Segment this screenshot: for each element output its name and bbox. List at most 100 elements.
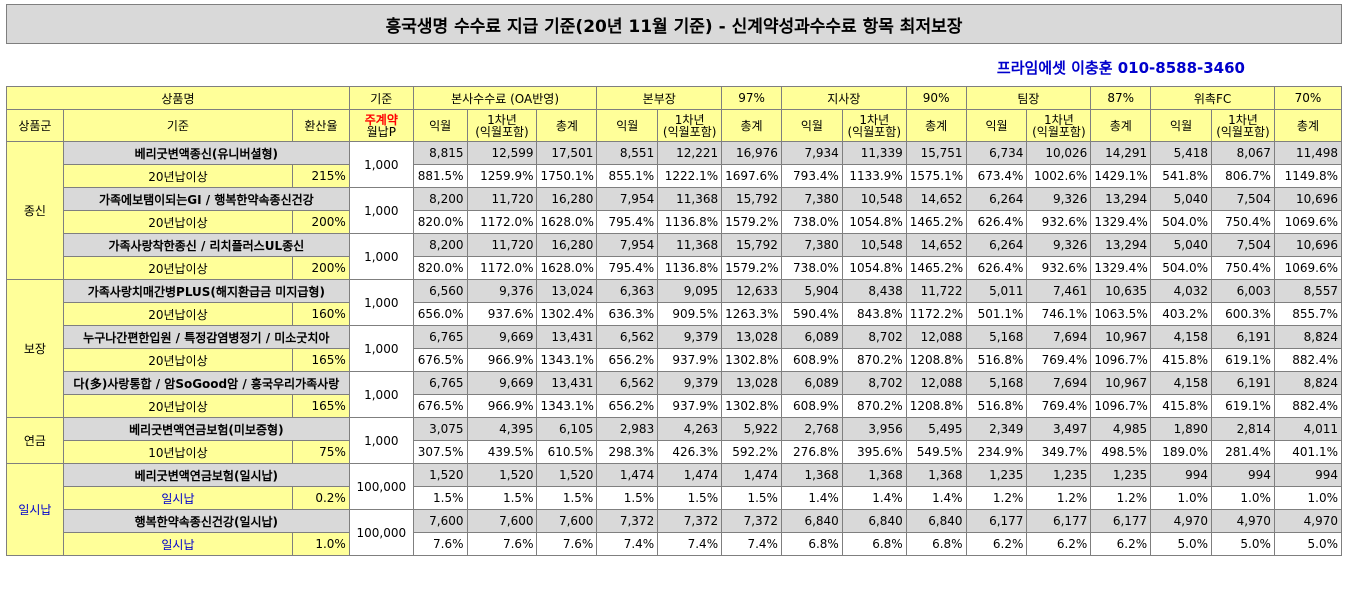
percent-cell: 806.7% bbox=[1211, 164, 1275, 188]
amount-cell: 12,599 bbox=[466, 141, 538, 165]
amount-cell: 10,548 bbox=[841, 187, 907, 211]
page-title: 흥국생명 수수료 지급 기준(20년 11월 기준) - 신계약성과수수료 항목… bbox=[6, 4, 1342, 44]
criteria-cell: 일시납 bbox=[62, 532, 294, 556]
header-year1-b: (익월포함) bbox=[847, 124, 902, 139]
amount-cell: 3,497 bbox=[1026, 417, 1092, 441]
amount-cell: 4,032 bbox=[1150, 279, 1213, 303]
amount-cell: 8,200 bbox=[412, 233, 468, 257]
criteria-row: 10년납이상 75% 307.5% 439.5% 610.5% 298.3% 426.3% 5… bbox=[7, 440, 1343, 464]
amount-cell: 8,200 bbox=[412, 187, 468, 211]
amount-cell: 11,720 bbox=[466, 233, 538, 257]
criteria-cell: 20년납이상 bbox=[62, 164, 294, 188]
amount-cell: 6,105 bbox=[536, 417, 598, 441]
amount-cell: 7,461 bbox=[1026, 279, 1092, 303]
header-year1: 1차년 (익월포함) bbox=[466, 109, 538, 142]
percent-cell: 549.5% bbox=[905, 440, 967, 464]
amount-cell: 7,694 bbox=[1026, 325, 1092, 349]
header-year1: 1차년 (익월포함) bbox=[657, 109, 723, 142]
rate-cell: 165% bbox=[292, 394, 350, 418]
header-year1-a: 1차년 bbox=[859, 112, 890, 127]
amount-cell: 2,983 bbox=[596, 417, 659, 441]
product-name: 가족사랑착한종신 / 리치플러스UL종신 bbox=[62, 233, 350, 257]
amount-cell: 5,922 bbox=[721, 417, 782, 441]
amount-cell: 13,024 bbox=[536, 279, 598, 303]
amount-cell: 4,985 bbox=[1090, 417, 1152, 441]
amount-cell: 14,652 bbox=[905, 233, 967, 257]
product-row: 일시납 베리굿변액연금보험(일시납) 100,000 1,520 1,520 1,520 1… bbox=[6, 463, 1343, 556]
percent-cell: 189.0% bbox=[1150, 440, 1213, 464]
header-year1-a: 1차년 bbox=[1044, 112, 1074, 127]
percent-cell: 1.0% bbox=[1273, 486, 1343, 510]
criteria-row: 20년납이상 215% 881.5% 1259.9% 1750.1% 855.1% 1222… bbox=[7, 164, 1343, 188]
percent-cell: 6.2% bbox=[1026, 532, 1092, 556]
percent-cell: 1096.7% bbox=[1090, 348, 1152, 372]
amount-cell: 9,376 bbox=[466, 279, 538, 303]
amount-cell: 7,372 bbox=[721, 509, 782, 533]
percent-cell: 439.5% bbox=[466, 440, 538, 464]
percent-cell: 937.6% bbox=[466, 302, 538, 326]
amount-cell: 9,326 bbox=[1026, 187, 1092, 211]
percent-cell: 676.5% bbox=[412, 348, 468, 372]
header-product: 상품명 bbox=[6, 86, 350, 110]
amount-cell: 1,890 bbox=[1150, 417, 1213, 441]
percent-cell: 673.4% bbox=[965, 164, 1028, 188]
header-criteria: 기준 bbox=[62, 109, 294, 142]
header-month: 익월 bbox=[412, 109, 468, 142]
header-month: 익월 bbox=[596, 109, 659, 142]
percent-cell: 298.3% bbox=[596, 440, 659, 464]
product-name: 누구나간편한입원 / 특정감염병정기 / 미소굿치아 bbox=[62, 325, 350, 349]
percent-cell: 1172.0% bbox=[466, 210, 538, 234]
amount-cell: 6,765 bbox=[412, 325, 468, 349]
percent-cell: 619.1% bbox=[1211, 394, 1275, 418]
percent-cell: 1.2% bbox=[1090, 486, 1152, 510]
percent-cell: 937.9% bbox=[657, 394, 723, 418]
percent-cell: 415.8% bbox=[1150, 348, 1213, 372]
base-premium: 1,000 bbox=[348, 233, 414, 280]
percent-cell: 1329.4% bbox=[1090, 256, 1152, 280]
percent-cell: 1429.1% bbox=[1090, 164, 1152, 188]
amount-cell: 13,028 bbox=[721, 371, 782, 395]
percent-cell: 401.1% bbox=[1273, 440, 1343, 464]
percent-cell: 909.5% bbox=[657, 302, 723, 326]
header-year1: 1차년 (익월포함) bbox=[1026, 109, 1092, 142]
header-premium-monthly: 월납P bbox=[366, 124, 396, 139]
percent-cell: 843.8% bbox=[841, 302, 907, 326]
base-premium: 100,000 bbox=[348, 463, 414, 510]
percent-cell: 7.4% bbox=[596, 532, 659, 556]
header-g3: 팀장 bbox=[965, 86, 1092, 110]
percent-cell: 795.4% bbox=[596, 256, 659, 280]
criteria-row: 20년납이상 165% 676.5% 966.9% 1343.1% 656.2% 937.9… bbox=[7, 348, 1343, 372]
amount-cell: 7,504 bbox=[1211, 187, 1275, 211]
criteria-cell: 20년납이상 bbox=[62, 394, 294, 418]
product-name: 베리굿변액연금보험(일시납) bbox=[62, 463, 350, 487]
percent-cell: 1069.6% bbox=[1273, 256, 1343, 280]
percent-cell: 395.6% bbox=[841, 440, 907, 464]
percent-cell: 1.4% bbox=[841, 486, 907, 510]
amount-cell: 4,970 bbox=[1273, 509, 1343, 533]
amount-cell: 8,551 bbox=[596, 141, 659, 165]
amount-cell: 7,934 bbox=[780, 141, 843, 165]
header-month: 익월 bbox=[1150, 109, 1213, 142]
percent-cell: 608.9% bbox=[780, 348, 843, 372]
product-row: 행복한약속종신건강(일시납) 100,000 7,600 7,600 7,600 7,37… bbox=[7, 509, 1343, 556]
amount-cell: 8,067 bbox=[1211, 141, 1275, 165]
rate-cell: 215% bbox=[292, 164, 350, 188]
amount-cell: 16,280 bbox=[536, 187, 598, 211]
amount-cell: 1,520 bbox=[412, 463, 468, 487]
amount-cell: 8,824 bbox=[1273, 371, 1343, 395]
criteria-cell: 20년납이상 bbox=[62, 348, 294, 372]
percent-cell: 1302.8% bbox=[721, 394, 782, 418]
amount-cell: 11,722 bbox=[905, 279, 967, 303]
amount-cell: 4,011 bbox=[1273, 417, 1343, 441]
amount-cell: 9,379 bbox=[657, 325, 723, 349]
criteria-row: 일시납 1.0% 7.6% 7.6% 7.6% 7.4% 7.4% 7.4% 6.8% 6.8% 6… bbox=[7, 532, 1343, 556]
amount-cell: 1,520 bbox=[466, 463, 538, 487]
header-year1: 1차년 (익월포함) bbox=[841, 109, 907, 142]
percent-cell: 966.9% bbox=[466, 394, 538, 418]
percent-cell: 966.9% bbox=[466, 348, 538, 372]
percent-cell: 281.4% bbox=[1211, 440, 1275, 464]
percent-cell: 1222.1% bbox=[657, 164, 723, 188]
percent-cell: 855.1% bbox=[596, 164, 659, 188]
amount-cell: 10,967 bbox=[1090, 325, 1152, 349]
amount-cell: 4,158 bbox=[1150, 371, 1213, 395]
